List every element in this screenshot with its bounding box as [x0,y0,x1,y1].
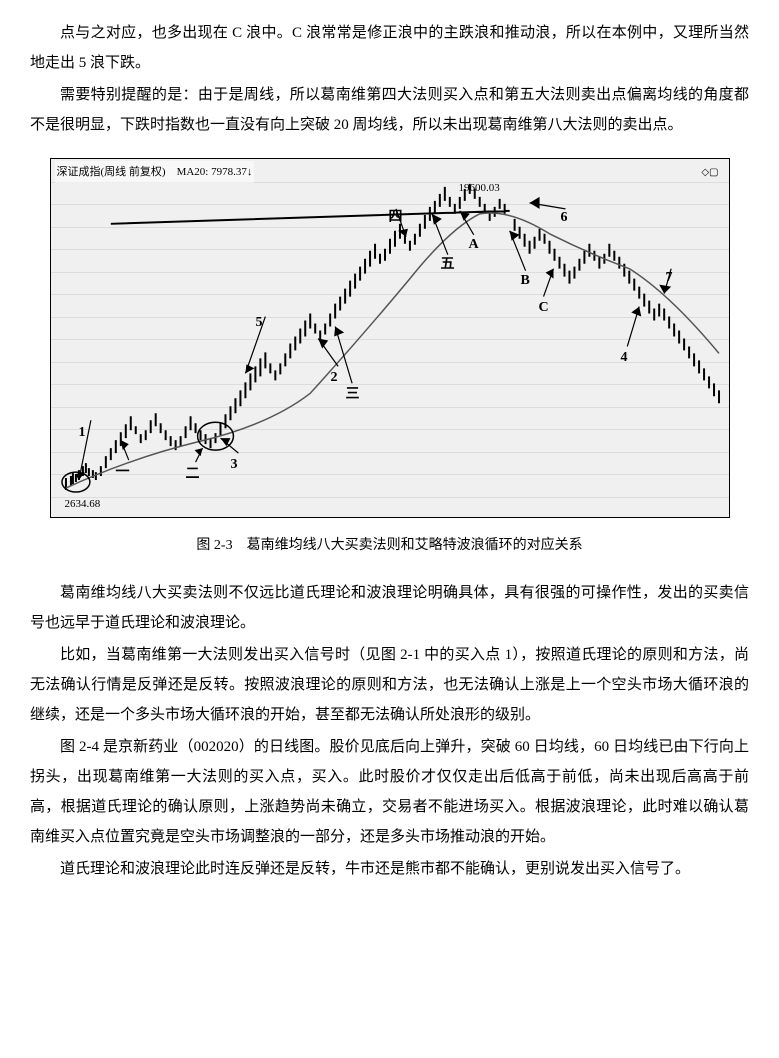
chart-annotation: 4 [621,344,628,372]
chart-annotation: 一 [116,459,130,487]
chart-annotation: 2 [331,364,338,392]
figure-2-3: 深证成指(周线 前复权) MA20: 7978.37↓ ◇▢ 2634.68 1… [50,158,730,560]
paragraph-4: 比如，当葛南维第一大法则发出买入信号时（见图 2-1 中的买入点 1），按照道氏… [30,640,749,730]
highlight-circles [61,422,232,492]
chart-annotation: 五 [441,251,455,279]
figure-caption: 图 2-3 葛南维均线八大买卖法则和艾略特波浪循环的对应关系 [50,532,730,560]
chart-annotation: B [521,267,530,295]
chart-annotation: A [469,231,479,259]
annotation-arrows [74,197,670,480]
chart-annotation: 6 [561,204,568,232]
chart-annotation: 四 [389,204,403,232]
price-low-label: 2634.68 [65,493,101,515]
chart-markers-icon: ◇▢ [701,163,718,183]
chart-annotation: 1 [79,419,86,447]
chart-annotation: 二 [186,461,200,489]
chart-header: 深证成指(周线 前复权) MA20: 7978.37↓ [55,161,255,183]
paragraph-1: 点与之对应，也多出现在 C 浪中。C 浪常常是修正浪中的主跌浪和推动浪，所以在本… [30,18,749,78]
chart-annotation: 7 [666,264,673,292]
chart-annotation: 5 [256,309,263,337]
chart-box: 深证成指(周线 前复权) MA20: 7978.37↓ ◇▢ 2634.68 1… [50,158,730,518]
chart-annotation: C [539,294,549,322]
paragraph-2: 需要特别提醒的是：由于是周线，所以葛南维第四大法则买入点和第五大法则卖出点偏离均… [30,80,749,140]
chart-annotation: 3 [231,451,238,479]
price-high-label: 19600.03 [459,177,500,199]
paragraph-5: 图 2-4 是京新药业（002020）的日线图。股价见底后向上弹升，突破 60 … [30,732,749,852]
paragraph-3: 葛南维均线八大买卖法则不仅远比道氏理论和波浪理论明确具体，具有很强的可操作性，发… [30,578,749,638]
chart-annotation: 三 [346,381,360,409]
paragraph-6: 道氏理论和波浪理论此时连反弹还是反转，牛市还是熊市都不能确认，更别说发出买入信号… [30,854,749,884]
